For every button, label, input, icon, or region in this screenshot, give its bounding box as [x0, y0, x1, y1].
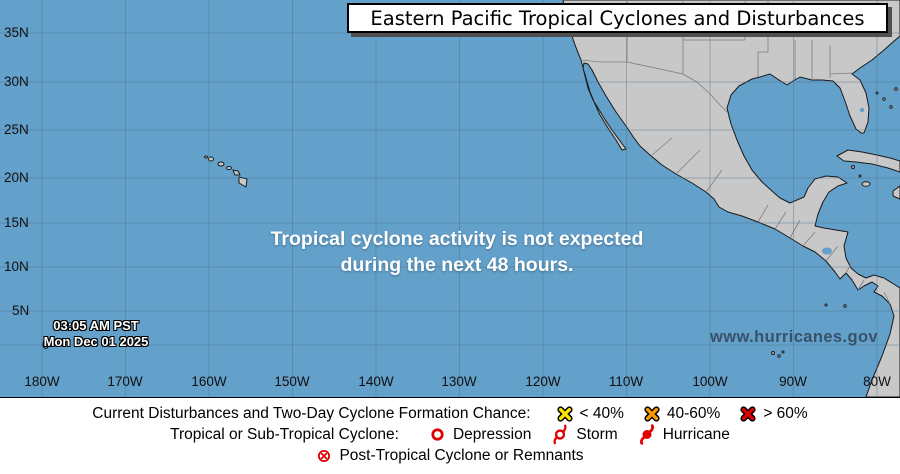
lat-label-25n: 25N — [4, 122, 29, 137]
lat-label-15n: 15N — [4, 215, 29, 230]
x-yellow-icon — [557, 406, 573, 422]
lon-label-130w: 130W — [441, 374, 476, 389]
legend-item-hurricane: Hurricane — [638, 424, 730, 445]
legend-item-chance-low: < 40% — [557, 405, 624, 423]
legend-item-storm: Storm — [551, 424, 617, 445]
x-orange-icon — [644, 406, 660, 422]
map-title-box: Eastern Pacific Tropical Cyclones and Di… — [347, 3, 888, 33]
legend-cyclone-label: Tropical or Sub-Tropical Cyclone: — [170, 426, 399, 444]
legend-item-post-tropical: Post-Tropical Cyclone or Remnants — [316, 447, 583, 465]
lon-label-180w: 180W — [24, 374, 59, 389]
timestamp-time: 03:05 AM PST — [28, 318, 164, 334]
storm-icon — [551, 424, 569, 445]
lat-label-10n: 10N — [4, 259, 29, 274]
island-jamaica — [862, 182, 870, 187]
outlook-message: Tropical cyclone activity is not expecte… — [157, 226, 757, 278]
legend-hurricane-label: Hurricane — [663, 426, 730, 444]
legend-chance-high-label: > 60% — [763, 405, 807, 423]
outlook-message-line2: during the next 48 hours. — [157, 252, 757, 278]
legend-row-post-tropical: Post-Tropical Cyclone or Remnants — [0, 445, 900, 466]
legend-item-chance-medium: 40-60% — [644, 405, 720, 423]
legend-depression-label: Depression — [453, 426, 531, 444]
legend: Current Disturbances and Two-Day Cyclone… — [0, 398, 900, 474]
lon-label-100w: 100W — [692, 374, 727, 389]
post-tropical-icon — [316, 448, 332, 464]
legend-post-tropical-label: Post-Tropical Cyclone or Remnants — [339, 447, 583, 465]
lat-label-5n: 5N — [12, 303, 29, 318]
depression-icon — [429, 426, 446, 443]
legend-row-cyclone-types: Tropical or Sub-Tropical Cyclone: Depres… — [0, 424, 900, 445]
lon-label-150w: 150W — [274, 374, 309, 389]
legend-row-formation-chance: Current Disturbances and Two-Day Cyclone… — [0, 403, 900, 424]
legend-item-chance-high: > 60% — [740, 405, 807, 423]
lon-label-170w: 170W — [107, 374, 142, 389]
lon-label-110w: 110W — [609, 374, 643, 389]
x-red-icon — [740, 406, 756, 422]
lon-label-90w: 90W — [779, 374, 807, 389]
hurricane-icon — [638, 424, 656, 445]
legend-formation-chance-label: Current Disturbances and Two-Day Cyclone… — [92, 405, 530, 423]
lon-label-140w: 140W — [358, 374, 393, 389]
lat-label-30n: 30N — [4, 74, 29, 89]
issuance-timestamp: 03:05 AM PST Mon Dec 01 2025 — [28, 318, 164, 350]
lat-label-20n: 20N — [4, 170, 29, 185]
page-title: Eastern Pacific Tropical Cyclones and Di… — [370, 7, 864, 30]
lon-label-120w: 120W — [525, 374, 560, 389]
legend-storm-label: Storm — [576, 426, 617, 444]
hurricanes-gov-watermark: www.hurricanes.gov — [710, 328, 878, 347]
outlook-message-line1: Tropical cyclone activity is not expecte… — [157, 226, 757, 252]
legend-chance-medium-label: 40-60% — [667, 405, 720, 423]
lon-label-80w: 80W — [863, 374, 891, 389]
timestamp-date: Mon Dec 01 2025 — [28, 334, 164, 350]
lat-label-35n: 35N — [4, 25, 29, 40]
tropical-weather-outlook-map: 35N 30N 25N 20N 15N 10N 5N 0 180W 170W 1… — [0, 0, 900, 398]
legend-item-depression: Depression — [429, 426, 531, 444]
lon-label-160w: 160W — [191, 374, 226, 389]
legend-chance-low-label: < 40% — [580, 405, 624, 423]
